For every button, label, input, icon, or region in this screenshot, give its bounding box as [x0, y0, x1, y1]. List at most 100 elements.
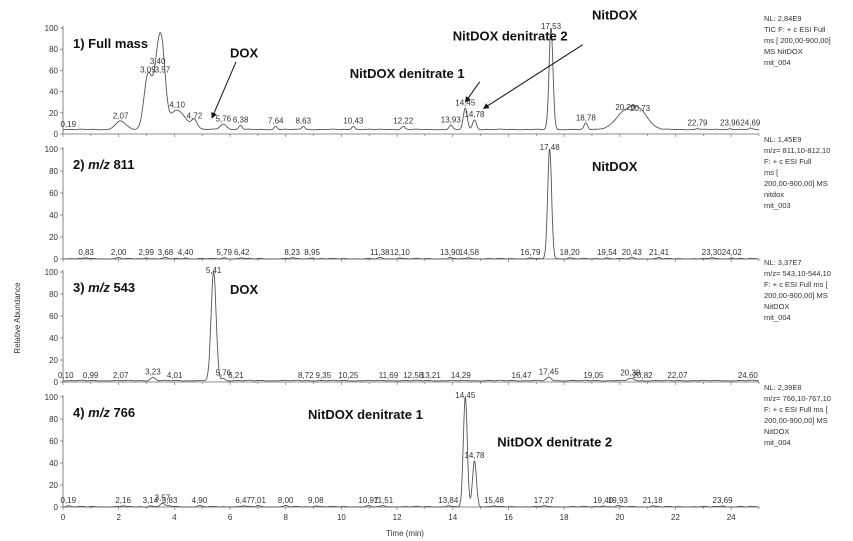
annotation-arrow — [211, 61, 237, 119]
peak-label: 5,76 — [216, 114, 232, 123]
peak-annotation: DOX — [230, 282, 258, 297]
peak-label: 4,01 — [167, 371, 183, 380]
peak-label: 7,64 — [268, 117, 284, 126]
peak-label: 24,60 — [738, 371, 759, 380]
y-axis-label: Relative Abundance — [13, 282, 22, 354]
scan-info-line: NL: 2,39E8 — [764, 383, 802, 392]
peak-label: 10,25 — [338, 371, 359, 380]
annotation-arrow — [482, 44, 584, 109]
peak-label: 14,58 — [459, 248, 480, 257]
x-tick-label: 16 — [504, 513, 513, 522]
peak-label: 14,29 — [451, 371, 472, 380]
x-tick-label: 10 — [337, 513, 346, 522]
y-tick-label: 100 — [45, 24, 59, 33]
scan-info-line: 200,00-900,00] MS — [764, 416, 828, 425]
peak-label: 14,45 — [455, 391, 476, 400]
panel-title: 2) m/z 811 — [73, 157, 134, 172]
peak-annotation: DOX — [230, 46, 258, 61]
x-axis-label: Time (min) — [386, 529, 424, 538]
peak-label: 20,20 — [615, 103, 636, 112]
scan-info-line: NL: 2,84E9 — [764, 14, 802, 23]
peak-label: 2,16 — [115, 496, 131, 505]
peak-label: 12,10 — [390, 248, 411, 257]
peak-label: 6,42 — [234, 248, 250, 257]
peak-label: 15,48 — [484, 496, 505, 505]
peak-label: 4,72 — [187, 111, 203, 120]
peak-label: 8,00 — [278, 496, 294, 505]
x-tick-label: 2 — [116, 513, 121, 522]
peak-label: 17,53 — [541, 22, 562, 31]
peak-annotation: NitDOX denitrate 2 — [453, 29, 568, 44]
peak-annotation: NitDOX — [592, 8, 638, 23]
peak-label: 20,82 — [633, 371, 654, 380]
peak-label: 16,79 — [520, 248, 541, 257]
peak-label: 3,83 — [162, 496, 178, 505]
x-tick-label: 0 — [61, 513, 66, 522]
peak-label: 3,05 — [140, 66, 156, 75]
x-tick-label: 12 — [393, 513, 402, 522]
y-tick-label: 80 — [49, 45, 58, 54]
peak-label: 9,35 — [316, 371, 332, 380]
y-tick-label: 40 — [49, 459, 58, 468]
peak-label: 11,69 — [379, 371, 399, 380]
peak-label: 17,48 — [540, 143, 561, 152]
peak-label: 8,23 — [284, 248, 300, 257]
scan-info-line: NL: 3,37E7 — [764, 258, 802, 267]
peak-label: 2,99 — [138, 248, 154, 257]
y-tick-label: 0 — [54, 378, 59, 387]
scan-info-line: NitDOX — [764, 302, 789, 311]
scan-info-line: TIC F: + c ESI Full — [764, 25, 826, 34]
peak-label: 14,78 — [464, 110, 485, 119]
y-tick-label: 0 — [54, 130, 59, 139]
peak-label: 13,21 — [421, 371, 442, 380]
y-tick-label: 80 — [49, 290, 58, 299]
peak-label: 16,47 — [512, 371, 533, 380]
peak-label: 4,10 — [169, 101, 185, 110]
peak-label: 3,68 — [158, 248, 174, 257]
peak-label: 23,30 — [702, 248, 723, 257]
peak-label: 19,54 — [597, 248, 618, 257]
peak-label: 22,07 — [667, 371, 688, 380]
peak-annotation: NitDOX denitrate 2 — [497, 435, 612, 450]
peak-label: 3,14 — [143, 496, 159, 505]
scan-info-line: 200,00-900,00] MS — [764, 291, 828, 300]
scan-info-line: m/z= 766,10-767,10 — [764, 394, 831, 403]
scan-info-line: mit_004 — [764, 313, 791, 322]
peak-label: 19,05 — [583, 371, 604, 380]
peak-label: 18,20 — [560, 248, 581, 257]
peak-label: 10,43 — [343, 117, 364, 126]
scan-info-line: m/z= 811,10-812,10 — [764, 146, 830, 155]
peak-annotation: NitDOX denitrate 1 — [308, 407, 423, 422]
y-tick-label: 80 — [49, 167, 58, 176]
y-tick-label: 100 — [45, 268, 59, 277]
y-tick-label: 20 — [49, 481, 58, 490]
scan-info-line: F: + c ESI Full ms [ — [764, 405, 828, 414]
peak-label: 17,45 — [539, 368, 560, 377]
peak-label: 23,69 — [713, 496, 734, 505]
peak-label: 0,83 — [78, 248, 94, 257]
y-tick-label: 60 — [49, 312, 58, 321]
peak-label: 0,10 — [58, 371, 74, 380]
peak-label: 13,84 — [438, 496, 459, 505]
scan-info-line: mit_004 — [764, 438, 791, 447]
peak-label: 21,41 — [649, 248, 670, 257]
y-tick-label: 60 — [49, 66, 58, 75]
peak-label: 4,90 — [192, 496, 208, 505]
peak-label: 5,79 — [216, 248, 232, 257]
peak-label: 13,93 — [441, 116, 462, 125]
y-tick-label: 20 — [49, 356, 58, 365]
peak-label: 2,00 — [111, 248, 127, 257]
peak-label: 4,40 — [178, 248, 194, 257]
peak-label: 21,18 — [643, 496, 664, 505]
x-tick-label: 22 — [671, 513, 680, 522]
x-tick-label: 6 — [228, 513, 233, 522]
panel-title: 1) Full mass — [73, 36, 148, 51]
peak-label: 10,97 — [358, 496, 379, 505]
panel-title: 4) m/z 766 — [73, 405, 135, 420]
scan-info-line: NitDOX — [764, 427, 789, 436]
peak-label: 18,78 — [576, 113, 597, 122]
y-tick-label: 20 — [49, 233, 58, 242]
scan-info-line: F: + c ESI Full ms [ — [764, 280, 828, 289]
peak-label: 2,07 — [113, 111, 129, 120]
